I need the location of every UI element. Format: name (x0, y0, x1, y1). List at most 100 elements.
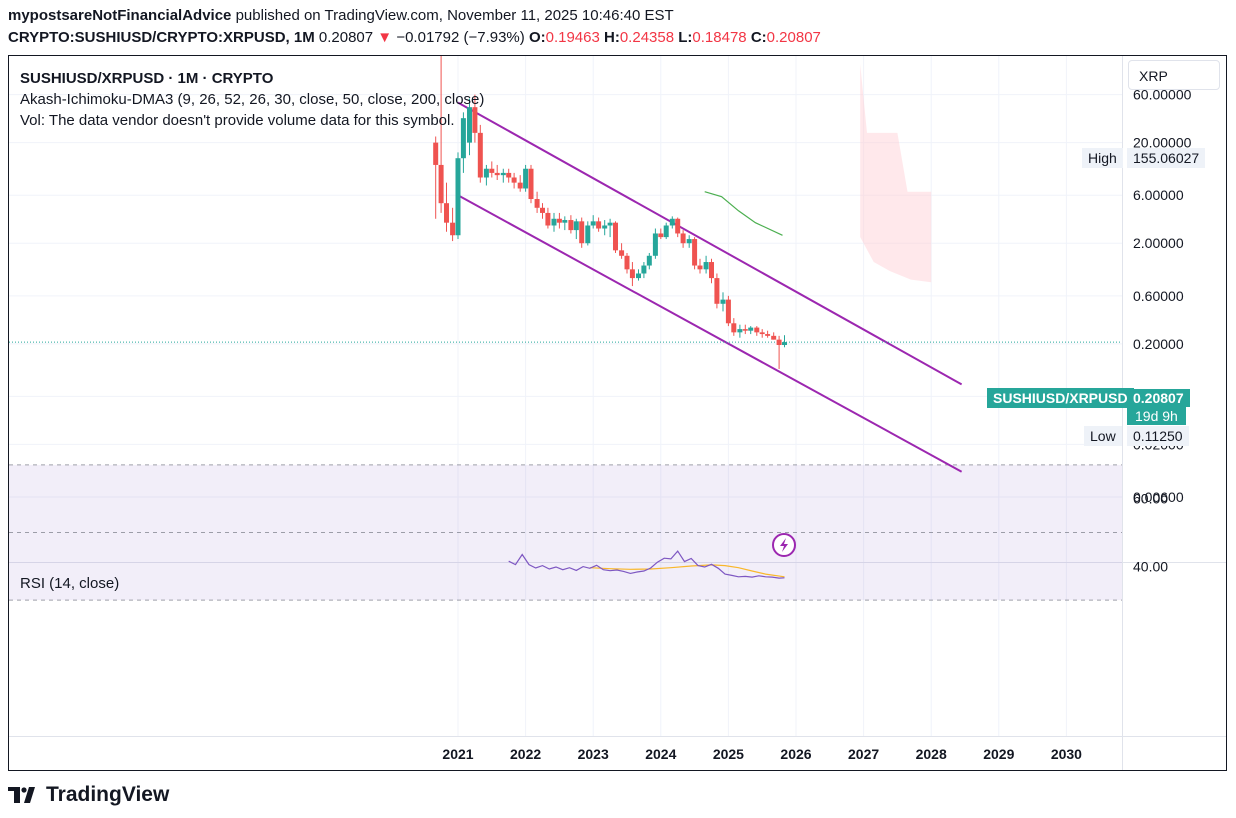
candle-body (663, 225, 669, 238)
open-value: 0.19463 (545, 29, 600, 46)
last-price: 0.20807 (318, 29, 374, 46)
low-tag-value: 0.11250 (1127, 426, 1189, 446)
brand-name: TradingView (46, 783, 170, 806)
close-label: C: (750, 29, 767, 46)
candle-body (624, 255, 630, 270)
price-change: −0.01792 (−7.93%) (396, 29, 525, 46)
rsi-tick-label: 60.00 (1133, 491, 1168, 507)
low-value: 0.18478 (692, 29, 747, 46)
rsi-legend[interactable]: RSI (14, close) (20, 575, 120, 592)
publish-header: mypostsareNotFinancialAdvice published o… (8, 7, 674, 24)
time-tick-label: 2022 (510, 746, 541, 762)
candle-body (500, 172, 506, 176)
candle-body (483, 168, 489, 178)
candle-body (669, 218, 675, 226)
time-tick-label: 2025 (713, 746, 744, 762)
candle-body (556, 218, 562, 223)
candle-body (725, 299, 731, 324)
volume-legend[interactable]: Vol: The data vendor doesn't provide vol… (20, 112, 455, 129)
candle-body (742, 329, 748, 331)
channel-upper-line (457, 101, 963, 386)
candle-body (646, 255, 652, 266)
lightning-icon-bolt (780, 538, 788, 552)
low-tag-label: Low (1084, 426, 1122, 446)
candle-body (658, 233, 664, 238)
candle-body (692, 239, 698, 266)
high-label: H: (604, 29, 620, 46)
price-tick-label: 2.00000 (1133, 235, 1184, 251)
lightning-event-icon[interactable] (772, 533, 796, 557)
candle-body (731, 323, 737, 333)
candle-body (489, 168, 495, 173)
tradingview-footer: TradingView (8, 783, 169, 807)
symbol-title[interactable]: SUSHIUSD/XRPUSD · 1M · CRYPTO (20, 70, 274, 87)
price-tick-label: 20.00000 (1133, 135, 1192, 151)
candle-body (477, 132, 483, 178)
time-tick-label: 2024 (645, 746, 676, 762)
candle-body (680, 233, 686, 244)
time-tick-label: 2030 (1051, 746, 1082, 762)
candle-body (652, 233, 658, 256)
candle-body (590, 221, 596, 226)
candle-body (534, 199, 540, 208)
candle-body (675, 218, 681, 234)
time-tick-label: 2026 (780, 746, 811, 762)
candle-body (782, 342, 788, 346)
low-label: L: (678, 29, 693, 46)
ichimoku-cloud (860, 64, 932, 283)
author-name[interactable]: mypostsareNotFinancialAdvice (8, 7, 232, 24)
candle-body (697, 265, 703, 270)
candle-body (433, 142, 439, 165)
currency-selector[interactable]: XRP (1128, 60, 1220, 90)
candle-body (523, 168, 529, 189)
time-tick-label: 2023 (578, 746, 609, 762)
time-tick-label: 2027 (848, 746, 879, 762)
candle-body (776, 339, 782, 346)
down-arrow-icon: ▼ (377, 29, 393, 46)
candle-body (686, 239, 692, 244)
time-tick-label: 2028 (916, 746, 947, 762)
candle-body (562, 220, 568, 223)
ticker-label: CRYPTO:SUSHIUSD/CRYPTO:XRPUSD, 1M (8, 29, 315, 46)
candle-body (737, 329, 743, 333)
candle-body (494, 172, 500, 176)
tradingview-logo-icon (8, 787, 35, 803)
candle-body (641, 265, 647, 274)
candle-body (596, 221, 602, 229)
candle-body (438, 164, 444, 204)
current-symbol-tag: SUSHIUSD/XRPUSD (987, 388, 1134, 408)
indicator-legend[interactable]: Akash-Ichimoku-DMA3 (9, 26, 52, 26, 30, … (20, 91, 485, 108)
high-value: 0.24358 (619, 29, 675, 46)
candle-body (545, 212, 551, 226)
candle-body (759, 332, 765, 335)
price-tick-label: 6.00000 (1133, 187, 1184, 203)
close-value: 0.20807 (766, 29, 821, 46)
candle-countdown: 19d 9h (1127, 407, 1186, 425)
candle-body (754, 327, 760, 333)
dma-line (704, 191, 783, 236)
channel-lower-line (457, 194, 963, 473)
candle-body (771, 335, 777, 340)
high-tag-label: High (1082, 148, 1123, 168)
candle-body (551, 218, 557, 226)
high-tag-value: 155.06027 (1127, 148, 1206, 168)
main-legend: SUSHIUSD/XRPUSD · 1M · CRYPTO Akash-Ichi… (20, 68, 484, 131)
candle-body (703, 262, 709, 270)
price-tick-label: 0.60000 (1133, 288, 1184, 304)
candle-body (517, 182, 523, 189)
candle-body (585, 225, 591, 244)
candle-body (573, 221, 579, 231)
chart-frame[interactable]: 60.00000 20.00000 6.00000 2.00000 0.60000 0.2… (8, 55, 1227, 771)
candle-body (568, 220, 574, 231)
candle-body (720, 299, 726, 304)
candle-body (540, 207, 545, 213)
candle-body (602, 225, 608, 229)
current-price-tag: 0.20807 (1127, 389, 1190, 407)
time-tick-label: 2029 (983, 746, 1014, 762)
price-tick-label: 0.20000 (1133, 336, 1184, 352)
chart-canvas[interactable]: 60.00000 20.00000 6.00000 2.00000 0.60000 0.2… (9, 56, 1226, 770)
rsi-ma-line (589, 564, 785, 578)
rsi-line (508, 550, 785, 579)
rsi-tick-label: 40.00 (1133, 558, 1168, 574)
candle-body (506, 172, 512, 178)
